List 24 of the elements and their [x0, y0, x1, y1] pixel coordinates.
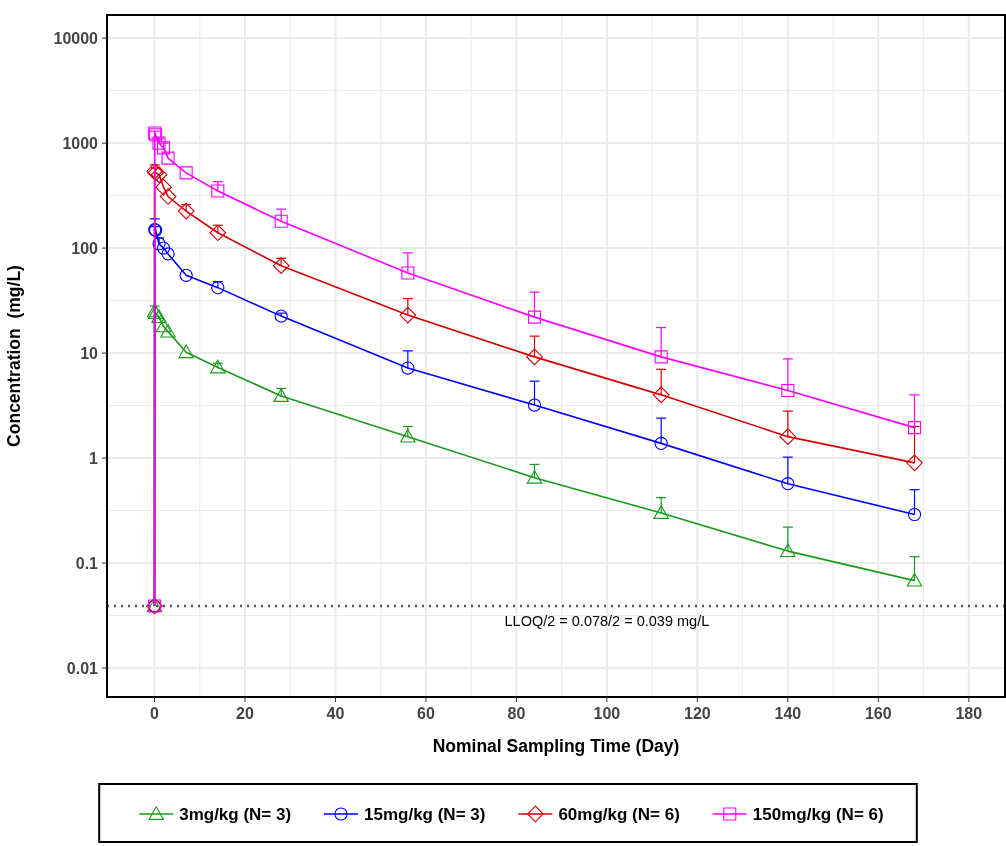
- x-tick-label: 60: [417, 705, 435, 722]
- x-tick-label: 20: [236, 705, 254, 722]
- x-tick-label: 100: [593, 705, 621, 722]
- y-tick-label: 1000: [62, 135, 99, 153]
- x-tick-label: 120: [684, 705, 711, 722]
- legend-label: 15mg/kg (N= 3): [364, 805, 486, 824]
- legend-label: 3mg/kg (N= 3): [179, 805, 292, 824]
- y-tick-label: 0.1: [75, 555, 99, 573]
- y-tick-label: 10000: [53, 30, 99, 48]
- legend-label: 60mg/kg (N= 6): [558, 805, 680, 824]
- y-tick-label: 0.01: [66, 660, 99, 678]
- x-tick-label: 160: [864, 705, 892, 722]
- y-tick-label: 10: [80, 345, 99, 363]
- x-tick-label: 140: [774, 705, 802, 722]
- x-axis-title: Nominal Sampling Time (Day): [432, 736, 680, 756]
- ref-line-label: LLOQ/2 = 0.078/2 = 0.039 mg/L: [504, 613, 710, 629]
- x-tick-label: 180: [955, 705, 983, 722]
- legend-label: 150mg/kg (N= 6): [752, 805, 884, 824]
- y-axis-title: Concentration (mg/L): [4, 265, 24, 447]
- x-tick-label: 40: [326, 705, 345, 722]
- y-tick-label: 100: [71, 240, 99, 258]
- x-tick-label: 80: [507, 705, 526, 722]
- y-tick-label: 1: [89, 450, 99, 468]
- x-tick-label: 0: [150, 705, 160, 722]
